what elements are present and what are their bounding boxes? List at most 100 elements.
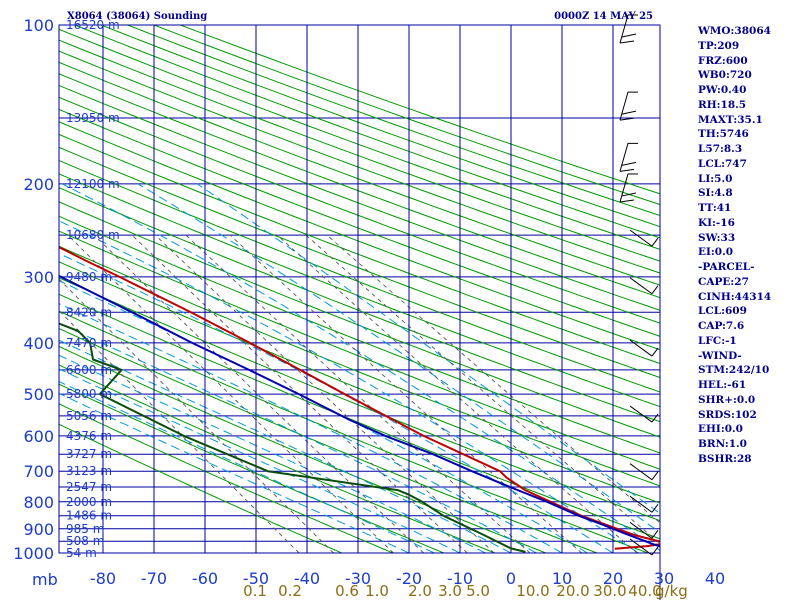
sounding-index: CINH:44314 [698,290,772,303]
sounding-index: SW:33 [698,231,736,244]
temperature-tick-label: 40 [705,569,725,588]
temperature-profile [59,246,660,550]
dry-adiabat-line [74,25,660,239]
mixing-ratio-label: 5.0 [466,582,490,600]
wind-barb [629,521,659,539]
wind-barb [629,229,659,247]
sounding-index: WMO:38064 [698,25,771,37]
mixing-ratio-line [59,278,334,553]
pressure-tick-label: 400 [23,334,54,353]
mixing-ratio-label: 0.6 [335,582,359,600]
moist-adiabat-line [59,392,410,553]
sounding-index: -WIND- [698,349,742,362]
pressure-tick-label: 600 [23,427,54,446]
temperature-tick-label: -20 [396,569,422,588]
height-label: 16520 m [66,18,120,32]
valid-time: 0000Z 14 MAY 25 [554,11,653,22]
height-label: 985 m [66,522,104,536]
dry-adiabat-line [59,364,496,553]
moist-adiabat-line [59,380,435,553]
dewpoint-profile [59,322,526,553]
mixing-ratio-labels: 0.1 0.2 0.6 1.0 2.0 3.0 5.0 10.0 20.0 30.0 40.0 [243,582,662,600]
dry-adiabat-line [59,403,394,553]
pressure-tick-label: 1000 [13,544,54,563]
chart-title: X8064 (38064) Sounding [67,11,207,22]
temperature-tick-label: -60 [192,569,218,588]
height-label: 4376 m [66,429,112,443]
sounding-series [59,246,660,553]
sounding-index: CAP:7.6 [698,320,745,332]
dry-adiabat-line [59,39,660,262]
moist-adiabat-line [59,368,461,553]
height-label: 6600 m [66,363,112,377]
mixing-ratio-label: 1.0 [365,582,389,600]
sounding-index: WB0:720 [698,69,752,82]
sounding-index: EI:0.0 [698,246,734,259]
height-label: 54 m [66,546,97,560]
mixing-ratio-unit-label: g/kg [655,582,688,600]
wind-barb [619,142,638,172]
pressure-tick-label: 500 [23,385,54,404]
temperature-tick-label: -30 [345,569,371,588]
sounding-index: FRZ:600 [698,54,748,67]
moist-adiabat-line [59,339,512,553]
dry-adiabat-line [59,345,547,553]
sounding-index: CAPE:27 [698,275,749,288]
temperature-tick-label: 30 [654,569,674,588]
mixing-ratio-line [229,234,582,553]
dry-adiabat-line [59,201,660,438]
mixing-ratio-label: 2.0 [408,582,432,600]
pressure-tick-label: 100 [23,16,54,35]
height-label: 5800 m [66,387,112,401]
isobar-grid [59,24,660,554]
sounding-index: LCL:747 [698,157,747,170]
temperature-tick-labels: -80 -70 -60 -50 -40 -30 -20 -10 0 10 20 30 40 [90,569,725,588]
height-label: 1486 m [66,509,112,523]
height-label: 2000 m [66,495,112,509]
moist-adiabats [59,183,660,553]
sounding-index: TH:5746 [698,128,749,141]
wind-barb [629,339,659,357]
temperature-tick-label: 10 [552,569,572,588]
height-label: 508 m [66,534,104,548]
sounding-index: MAXT:35.1 [698,113,763,126]
mixing-ratio-label: 0.1 [243,582,267,600]
moist-adiabat-line [59,354,486,553]
pressure-tick-label: 900 [23,520,54,539]
moist-adiabat-line [61,183,660,551]
temperature-tick-label: -70 [141,569,167,588]
temperature-tick-label: -50 [243,569,269,588]
pressure-tick-label: 800 [23,493,54,512]
dry-adiabat-line [59,159,660,393]
moist-adiabat-line [197,183,660,515]
height-label: 3123 m [66,464,112,478]
sounding-index: TP:209 [698,39,740,52]
sounding-index: RH:18.5 [698,98,747,111]
dry-adiabat-line [59,245,660,487]
dry-adiabat-line [59,50,660,274]
mixing-ratio-label: 3.0 [438,582,462,600]
mixing-ratio-line [154,234,495,553]
dry-adiabat-line [59,146,660,379]
dry-adiabat-line [59,121,660,351]
pressure-tick-labels: 100 200 300 400 500 600 700 800 900 1000 [13,16,54,563]
mixing-ratio-label: 40.0 [628,582,661,600]
dry-adiabat-line [59,383,445,553]
sounding-index: LCL:609 [698,305,747,318]
wind-barb [619,91,638,121]
sounding-index: PW:0.40 [698,84,747,96]
sounding-index: TT:41 [698,202,732,214]
sounding-index: EHI:0.0 [698,423,743,436]
height-label: 10680 m [66,228,120,242]
dry-adiabat-line [59,133,660,365]
moist-adiabat-line [59,322,537,553]
sounding-index: L57:8.3 [698,143,743,155]
dry-adiabat-line [59,108,660,337]
temperature-tick-label: -80 [90,569,116,588]
height-label: 12100 m [66,177,120,191]
height-label: 3727 m [66,447,112,461]
dry-adiabats [59,25,660,553]
height-label: 5056 m [66,409,112,423]
pressure-unit-label: mb [32,570,58,589]
dry-adiabat-line [59,73,660,299]
